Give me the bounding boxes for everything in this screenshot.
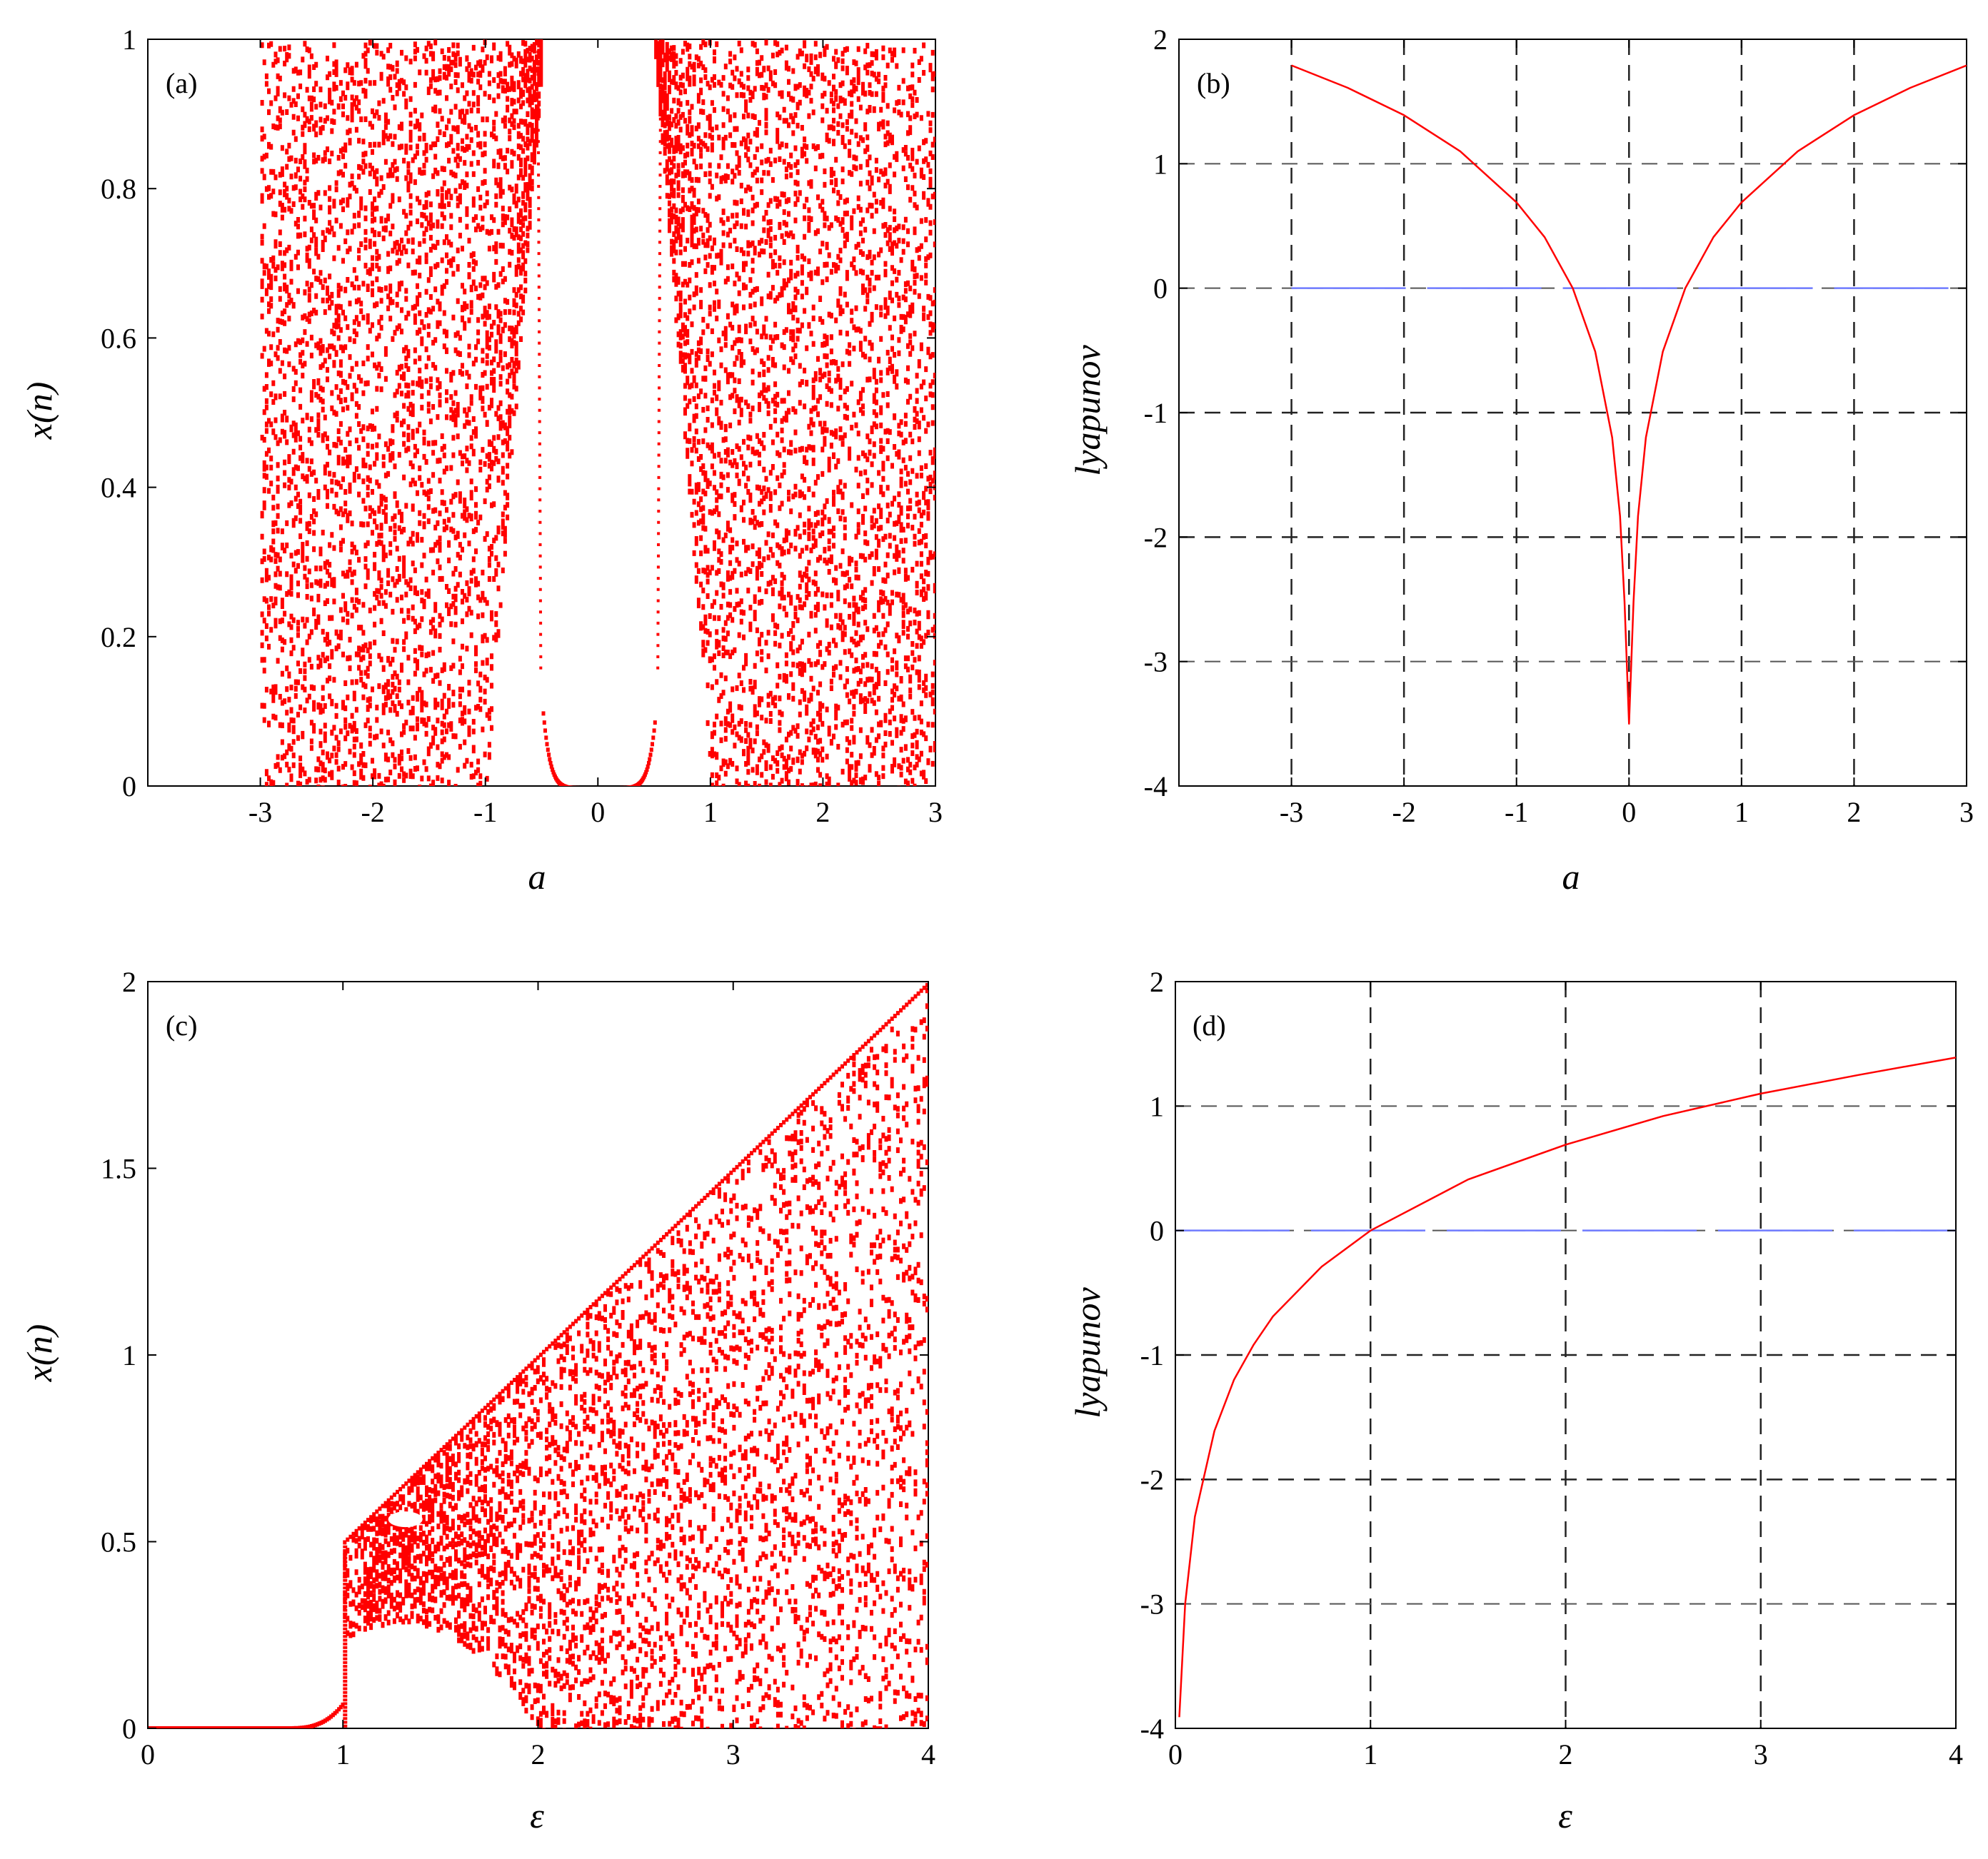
x-tick-label: 0 bbox=[591, 796, 605, 828]
y-tick-label: 1 bbox=[122, 24, 136, 56]
x-tick-label: -3 bbox=[248, 796, 272, 828]
x-tick-label: 4 bbox=[921, 1738, 935, 1770]
y-tick-label: 1 bbox=[122, 1339, 136, 1371]
x-tick-label: 1 bbox=[1363, 1738, 1377, 1770]
x-tick-label: 3 bbox=[726, 1738, 741, 1770]
x-tick-label: -1 bbox=[473, 796, 497, 828]
grid-lines-b bbox=[1179, 39, 1967, 786]
x-tick-label: -2 bbox=[1392, 796, 1415, 828]
y-tick-label: -4 bbox=[1140, 1713, 1164, 1745]
panel-a: -3 -2 -1 0 1 2 3 0 0.2 0.4 0.6 0.8 1 (a) a x(n) bbox=[19, 24, 943, 897]
y-tick-label: 0.2 bbox=[101, 621, 136, 653]
y-tick-label: 2 bbox=[122, 966, 136, 998]
x-tick-label: 2 bbox=[1847, 796, 1861, 828]
x-tick-label: 1 bbox=[1735, 796, 1749, 828]
x-tick-label: 3 bbox=[928, 796, 943, 828]
x-tick-label: -2 bbox=[361, 796, 384, 828]
panel-label-c: (c) bbox=[166, 1009, 197, 1042]
x-axis-label-b: a bbox=[1562, 857, 1580, 897]
x-tick-label: 2 bbox=[815, 796, 830, 828]
x-tick-label: -1 bbox=[1505, 796, 1528, 828]
y-tick-label: 0.8 bbox=[101, 173, 136, 205]
x-tick-label: 0 bbox=[1168, 1738, 1183, 1770]
x-tick-label: 2 bbox=[531, 1738, 546, 1770]
x-tick-label: 1 bbox=[703, 796, 718, 828]
panel-b: -3 -2 -1 0 1 2 3 -4 -3 -2 -1 0 1 2 (b) a lyapunov bbox=[1068, 24, 1974, 897]
y-tick-label: -1 bbox=[1144, 397, 1168, 429]
lyapunov-curve bbox=[1291, 64, 1967, 725]
x-tick-label: 0 bbox=[141, 1738, 155, 1770]
chaotic-region-points bbox=[343, 982, 928, 1728]
periodic-island bbox=[388, 1511, 423, 1528]
y-axis-label-a: x(n) bbox=[19, 382, 59, 440]
y-tick-label: -1 bbox=[1140, 1339, 1164, 1371]
y-tick-label: 0 bbox=[1150, 1215, 1164, 1247]
y-tick-label: 2 bbox=[1150, 966, 1164, 998]
y-tick-label: -3 bbox=[1140, 1588, 1164, 1621]
y-tick-label: 2 bbox=[1153, 24, 1168, 56]
y-tick-label: 0 bbox=[1153, 273, 1168, 305]
onset-jump-points bbox=[343, 1545, 348, 1728]
x-axis-label-a: a bbox=[528, 857, 546, 897]
panel-label-d: (d) bbox=[1193, 1009, 1226, 1042]
axis-ticks-c: 0 1 2 3 4 0 0.5 1 1.5 2 bbox=[101, 966, 935, 1770]
x-axis-label-c: ε bbox=[530, 1795, 544, 1835]
y-tick-label: 0.5 bbox=[101, 1526, 136, 1558]
y-tick-label: 0 bbox=[122, 770, 136, 802]
panel-d: 0 1 2 3 4 -4 -3 -2 -1 0 1 2 (d) ε lyapunov bbox=[1068, 966, 1963, 1835]
line-series-d bbox=[1175, 1057, 1956, 1718]
chaotic-band-points bbox=[260, 39, 935, 786]
scatter-points-a bbox=[260, 39, 935, 786]
x-tick-label: 1 bbox=[336, 1738, 350, 1770]
y-axis-label-b: lyapunov bbox=[1068, 345, 1108, 476]
y-tick-label: -2 bbox=[1140, 1463, 1164, 1496]
panel-label-a: (a) bbox=[166, 67, 197, 99]
x-axis-label-d: ε bbox=[1558, 1795, 1572, 1835]
x-tick-label: 3 bbox=[1754, 1738, 1768, 1770]
y-tick-label: -2 bbox=[1144, 521, 1168, 553]
y-tick-label: 0.6 bbox=[101, 322, 136, 354]
y-tick-label: -3 bbox=[1144, 646, 1168, 678]
fixed-point-points bbox=[541, 711, 657, 786]
y-tick-label: 1 bbox=[1153, 148, 1168, 180]
axis-ticks-d: 0 1 2 3 4 -4 -3 -2 -1 0 1 2 bbox=[1140, 966, 1963, 1770]
axis-ticks-b: -3 -2 -1 0 1 2 3 -4 -3 -2 -1 0 1 2 bbox=[1144, 24, 1974, 828]
line-series-b bbox=[1291, 64, 1967, 725]
x-tick-label: 4 bbox=[1949, 1738, 1963, 1770]
y-tick-label: 1 bbox=[1150, 1090, 1164, 1122]
x-tick-label: -3 bbox=[1280, 796, 1303, 828]
y-tick-label: 0 bbox=[122, 1713, 136, 1745]
y-tick-label: 1.5 bbox=[101, 1153, 136, 1185]
x-tick-label: 2 bbox=[1559, 1738, 1573, 1770]
y-tick-label: -4 bbox=[1144, 770, 1168, 802]
scatter-points-c bbox=[148, 982, 928, 1728]
lyapunov-curve bbox=[1178, 1057, 1956, 1718]
y-axis-label-d: lyapunov bbox=[1068, 1287, 1108, 1419]
panel-c: 0 1 2 3 4 0 0.5 1 1.5 2 (c) ε x(n) bbox=[19, 966, 935, 1835]
y-tick-label: 0.4 bbox=[101, 472, 136, 504]
axis-ticks-a: -3 -2 -1 0 1 2 3 0 0.2 0.4 0.6 0.8 1 bbox=[101, 24, 943, 828]
y-axis-label-c: x(n) bbox=[19, 1324, 59, 1383]
x-tick-label: 3 bbox=[1959, 796, 1974, 828]
panel-label-b: (b) bbox=[1197, 67, 1230, 99]
x-tick-label: 0 bbox=[1622, 796, 1636, 828]
